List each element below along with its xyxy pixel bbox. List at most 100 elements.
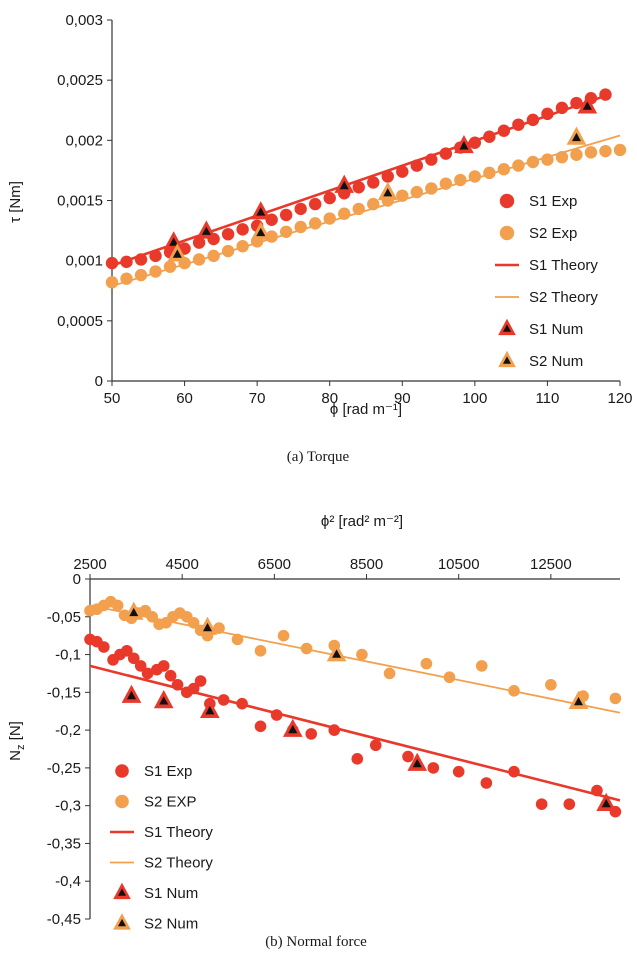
normal-force-legend-s1-num-label: S1 Num xyxy=(144,885,198,902)
torque-xtick-label: 100 xyxy=(462,390,487,407)
normal-force-s2-num-point-inner xyxy=(574,696,584,706)
normal-force-chart: ϕ² [rad² m⁻²] 0 -0,05 -0,1 -0,15 -0,2 -0,25 -0… xyxy=(7,513,622,950)
torque-xtick-label: 50 xyxy=(104,390,121,407)
normal-force-s1-exp-point xyxy=(187,682,200,695)
normal-force-xtick-label: 2500 xyxy=(73,556,106,573)
normal-force-s1-exp-point xyxy=(305,728,318,740)
torque-s2-exp-point xyxy=(468,170,482,183)
normal-force-xtick-label: 10500 xyxy=(438,556,480,573)
torque-s2-exp-point xyxy=(439,177,453,190)
normal-force-s2-exp-point xyxy=(254,644,267,657)
normal-force-ylabel-unit: [N] xyxy=(7,721,24,744)
torque-s2-exp-point xyxy=(599,144,612,158)
torque-s1-num-point xyxy=(334,174,355,193)
normal-force-ytick-label: -0,2 xyxy=(55,722,81,739)
torque-ytick-label: 0,0005 xyxy=(57,313,103,330)
normal-force-s1-exp-point xyxy=(157,660,170,672)
torque-s2-num-point-inner xyxy=(256,227,266,237)
torque-ylabel: τ [Nm] xyxy=(7,181,24,223)
torque-s2-exp-point xyxy=(338,207,351,220)
normal-force-s1-num-point xyxy=(199,699,220,719)
normal-force-marks xyxy=(84,595,622,818)
normal-force-s1-exp-point xyxy=(121,644,133,657)
torque-s2-exp-point xyxy=(294,220,307,234)
normal-force-s2-num-point-inner xyxy=(203,622,213,632)
normal-force-xtick-label: 4500 xyxy=(165,556,198,573)
torque-s2-exp-point xyxy=(236,240,249,253)
normal-force-s2-exp-point xyxy=(300,642,313,655)
torque-s2-exp-point xyxy=(309,217,322,230)
normal-force-legend-s1-theory-label: S1 Theory xyxy=(144,824,213,841)
normal-force-s1-theory-line xyxy=(89,664,621,802)
normal-force-s1-exp-point xyxy=(254,720,267,733)
normal-force-s2-num-point xyxy=(123,601,144,620)
normal-force-s2-exp-point xyxy=(277,629,290,642)
normal-force-ylabel-sub: z xyxy=(15,745,27,751)
normal-force-s2-exp-point xyxy=(213,622,225,634)
normal-force-s1-exp-point xyxy=(134,660,147,672)
normal-force-s1-exp-point xyxy=(217,694,230,706)
normal-force-s2-exp-point xyxy=(420,657,433,670)
torque-s1-exp-point xyxy=(323,191,336,205)
torque-s1-exp-point xyxy=(497,124,511,137)
torque-s1-num-point-inner xyxy=(459,141,469,150)
normal-force-s2-num-point xyxy=(568,690,589,709)
torque-legend-s2-num-swatch xyxy=(498,350,516,368)
torque-s2-exp-point xyxy=(454,173,467,187)
torque-s1-exp-point xyxy=(468,136,482,149)
torque-s2-exp-point xyxy=(221,244,235,258)
normal-force-ylabel: Nz [N] xyxy=(7,721,27,761)
torque-s2-num-point-inner xyxy=(172,249,182,258)
torque-s2-num-point-inner xyxy=(571,132,581,142)
torque-xtick-label: 60 xyxy=(176,390,193,407)
normal-force-s1-num-point xyxy=(407,752,428,771)
torque-s1-exp-point xyxy=(425,153,438,166)
torque-s2-exp-point xyxy=(497,163,511,176)
normal-force-s1-exp-point xyxy=(452,765,465,778)
torque-s2-exp-point xyxy=(323,212,336,225)
normal-force-axes: 0 -0,05 -0,1 -0,15 -0,2 -0,25 -0,3 -0,35 -0,4 -0,… xyxy=(47,556,620,928)
torque-legend-s1-exp-swatch xyxy=(499,193,515,209)
normal-force-ytick-label: -0,15 xyxy=(47,684,81,701)
normal-force-xlabel: ϕ² [rad² m⁻²] xyxy=(321,513,403,530)
torque-s2-exp-point xyxy=(512,159,525,172)
torque-s2-num-point xyxy=(566,126,587,145)
torque-xtick-label: 110 xyxy=(535,390,559,407)
torque-xtick-label: 80 xyxy=(321,390,338,407)
normal-force-s1-num-point-inner xyxy=(288,724,298,734)
torque-s1-num-point xyxy=(196,220,217,239)
normal-force-ytick-label: -0,45 xyxy=(47,911,81,928)
torque-xtick-label: 120 xyxy=(607,390,632,407)
normal-force-ytick-label: -0,4 xyxy=(55,873,81,890)
torque-s2-exp-point xyxy=(526,155,540,169)
torque-s1-num-point xyxy=(163,231,184,250)
torque-s1-num-point-inner xyxy=(169,237,179,246)
torque-ytick-label: 0 xyxy=(95,373,103,390)
torque-s2-exp-point xyxy=(410,185,423,199)
normal-force-s1-num-point-inner xyxy=(205,706,215,715)
normal-force-s2-exp-point xyxy=(111,599,124,612)
torque-legend-s2-num-swatch-inner xyxy=(503,356,511,364)
normal-force-s1-num-point xyxy=(121,684,142,703)
torque-s2-exp-point xyxy=(367,197,380,211)
torque-s1-exp-point xyxy=(381,170,394,183)
torque-legend-s2-exp-swatch xyxy=(499,225,515,241)
normal-force-ytick-label: -0,1 xyxy=(55,647,81,664)
normal-force-xtick-label: 6500 xyxy=(258,556,291,573)
torque-s1-num-point-inner xyxy=(256,207,266,216)
normal-force-legend-s2-theory-label: S2 Theory xyxy=(144,855,213,872)
normal-force-legend-s2-exp-swatch xyxy=(115,794,129,809)
normal-force-s1-num-point-inner xyxy=(159,696,169,705)
torque-s1-exp-point xyxy=(541,107,554,121)
torque-s1-exp-point xyxy=(512,118,525,131)
torque-s2-num-point-inner xyxy=(383,188,393,197)
torque-s2-exp-point xyxy=(396,189,409,202)
normal-force-legend-s2-exp-label: S2 EXP xyxy=(144,794,197,811)
normal-force-ylabel-main: N xyxy=(7,750,24,761)
normal-force-s1-num-point-inner xyxy=(126,690,136,700)
torque-s1-exp-point xyxy=(134,253,148,266)
torque-s1-exp-point xyxy=(294,202,307,216)
normal-force-legend-s1-exp-label: S1 Exp xyxy=(144,763,192,780)
torque-s1-exp-point xyxy=(236,223,249,236)
